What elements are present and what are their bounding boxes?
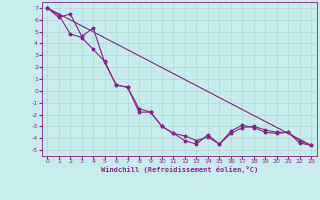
X-axis label: Windchill (Refroidissement éolien,°C): Windchill (Refroidissement éolien,°C) xyxy=(100,166,258,173)
